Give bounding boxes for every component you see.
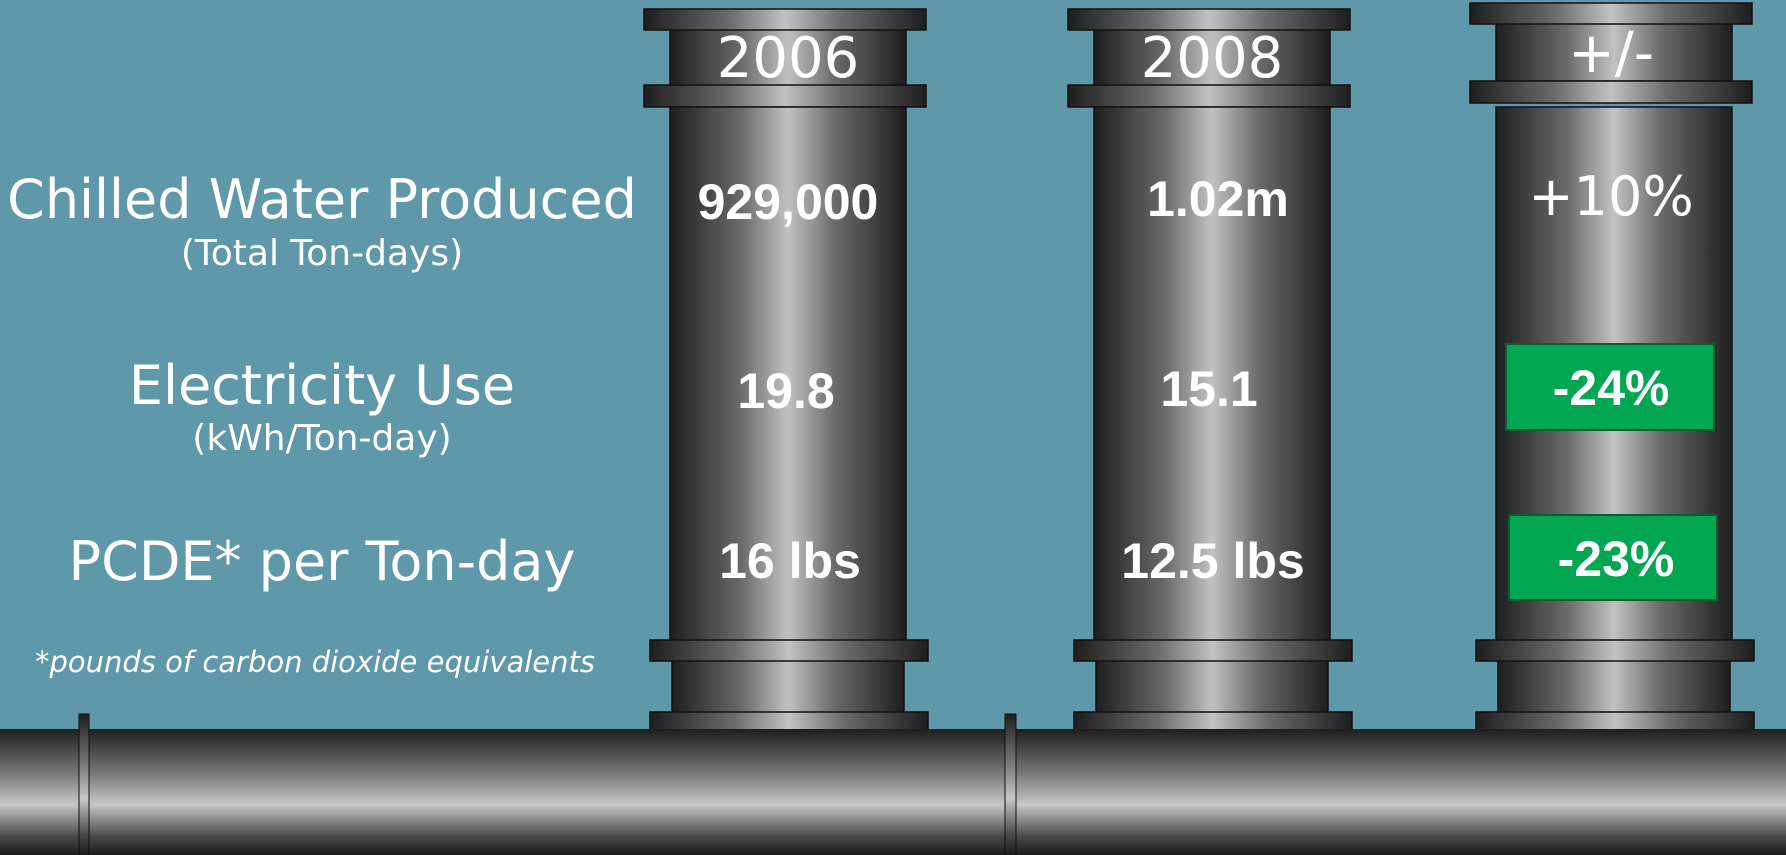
pipe-flange	[1074, 712, 1352, 730]
pipe-base	[1498, 660, 1730, 714]
row-label: Electricity Use	[129, 354, 515, 417]
value: 929,000	[698, 174, 879, 230]
main-pipe	[0, 714, 1786, 855]
page: {"columns": ["2006", "2008", "+/-"], "ro…	[0, 0, 1786, 855]
pipe-flange	[1476, 712, 1754, 730]
value: -24%	[1553, 360, 1670, 416]
column-header: 2008	[1141, 26, 1284, 91]
pipe-flange	[650, 712, 928, 730]
value: 1.02m	[1147, 171, 1289, 227]
value: 15.1	[1160, 361, 1257, 417]
value: 12.5 lbs	[1121, 533, 1304, 589]
row-sublabel: (kWh/Ton-day)	[192, 418, 451, 459]
column-header: +/-	[1568, 21, 1654, 86]
row-label: Chilled Water Produced	[7, 168, 637, 231]
value: -23%	[1558, 531, 1675, 587]
value: 19.8	[737, 363, 834, 419]
value: +10%	[1528, 165, 1693, 228]
row-sublabel: (Total Ton-days)	[181, 233, 463, 274]
pipe-base	[672, 660, 904, 714]
pipe-base	[1096, 660, 1328, 714]
pipe-flange	[650, 640, 928, 661]
infographic: 2006 2008 +/- Chilled Water Produced (To…	[0, 0, 1786, 855]
pipe-flange	[1476, 640, 1754, 661]
footnote: *pounds of carbon dioxide equivalents	[35, 645, 595, 679]
pipe-flange	[1074, 640, 1352, 661]
row-label: PCDE* per Ton-day	[69, 530, 576, 593]
column-header: 2006	[717, 26, 860, 91]
value: 16 lbs	[719, 533, 861, 589]
